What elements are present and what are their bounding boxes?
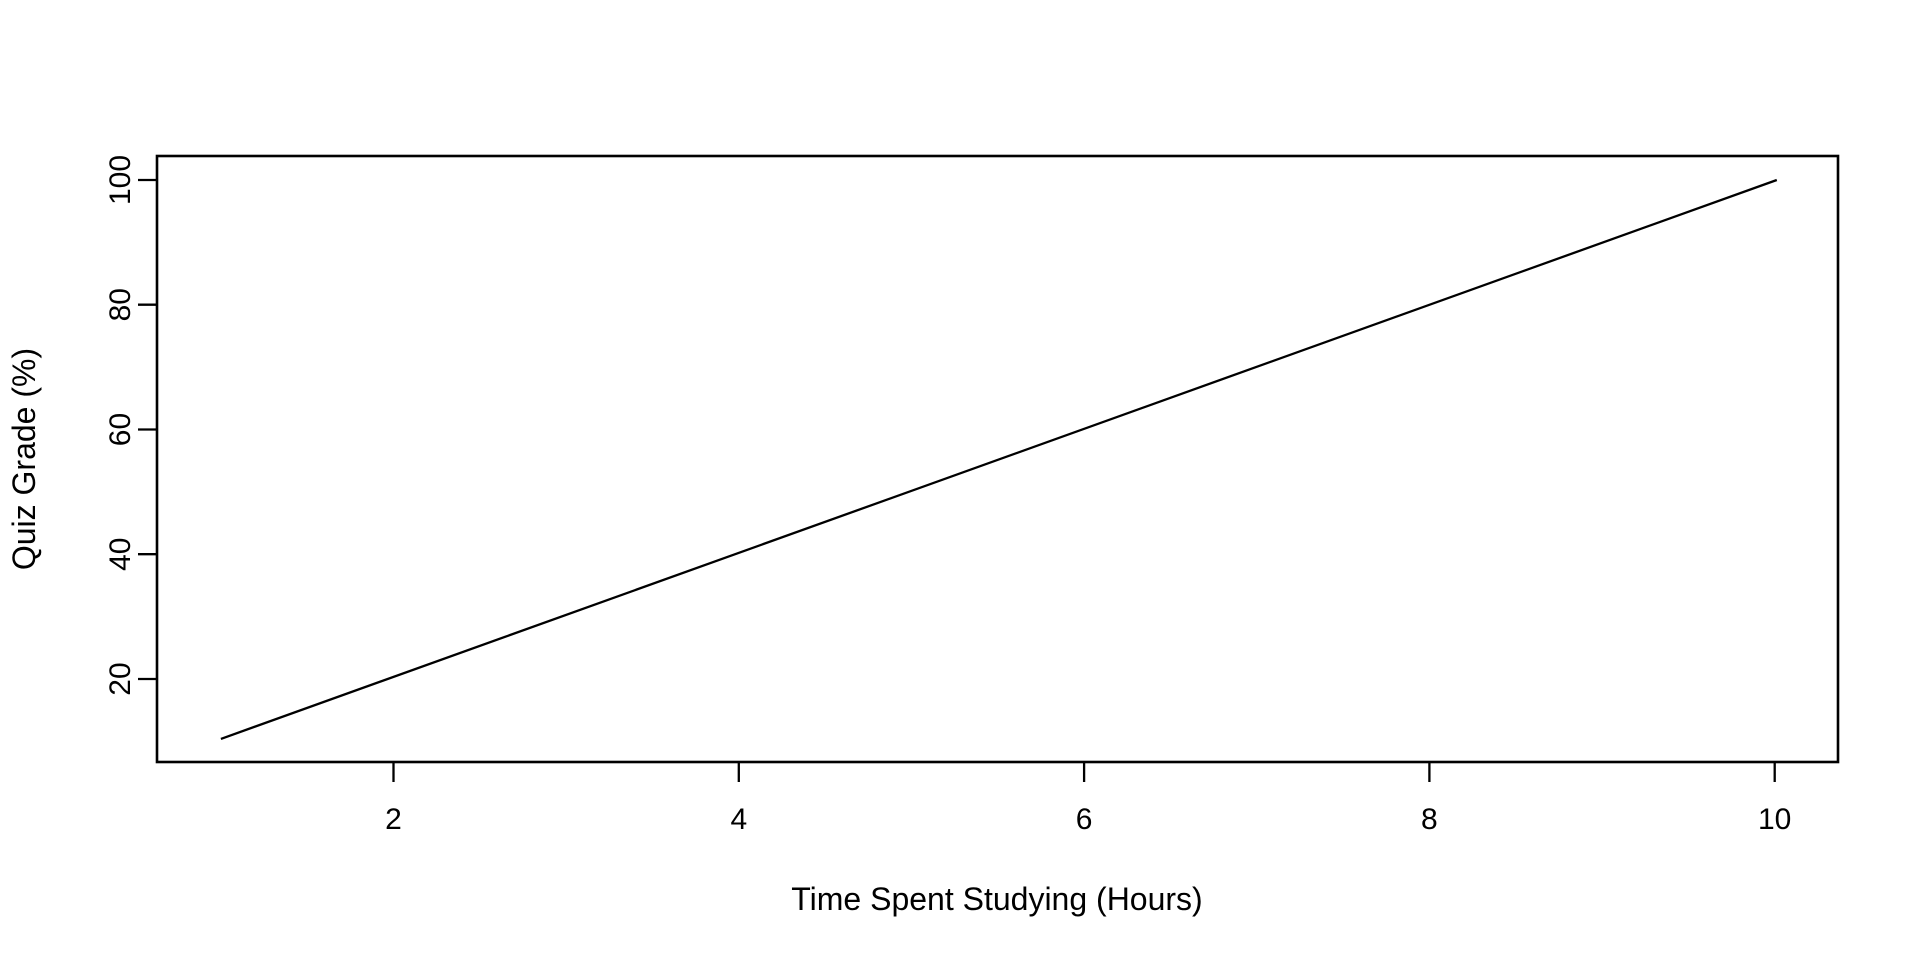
svg-text:40: 40	[104, 538, 137, 571]
svg-text:80: 80	[104, 288, 137, 321]
svg-text:4: 4	[730, 803, 747, 836]
svg-text:10: 10	[1758, 803, 1791, 836]
svg-text:6: 6	[1076, 803, 1093, 836]
svg-text:100: 100	[104, 155, 137, 205]
svg-text:2: 2	[385, 803, 402, 836]
svg-text:8: 8	[1421, 803, 1438, 836]
svg-text:20: 20	[104, 662, 137, 695]
svg-text:Time Spent Studying (Hours): Time Spent Studying (Hours)	[791, 881, 1202, 917]
svg-text:60: 60	[104, 413, 137, 446]
svg-text:Quiz Grade (%): Quiz Grade (%)	[6, 348, 42, 570]
